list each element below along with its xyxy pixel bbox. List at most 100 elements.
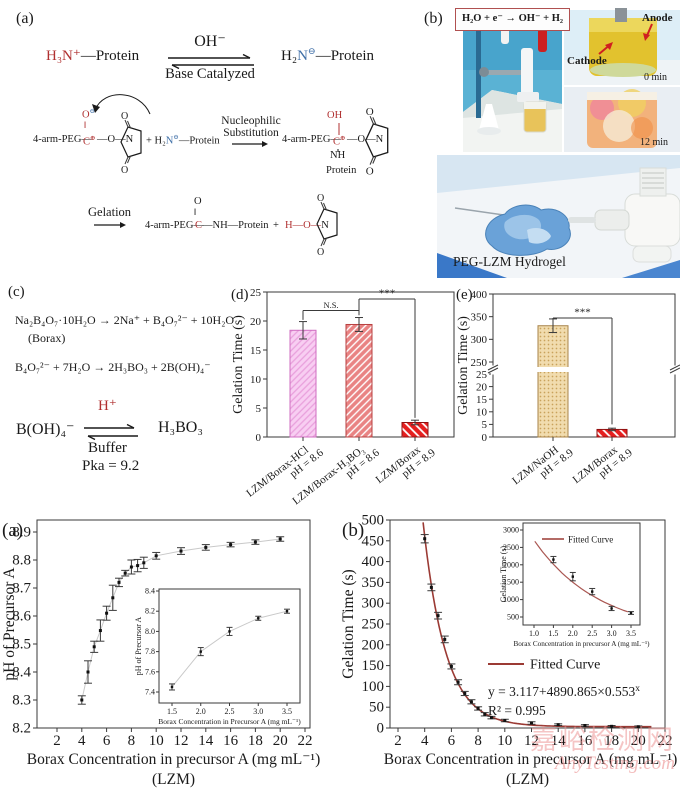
- svg-text:2500: 2500: [503, 543, 519, 552]
- boric-acid: H₃BO₃: [158, 419, 203, 436]
- svg-text:6: 6: [448, 733, 456, 749]
- amine-n: N: [165, 135, 174, 147]
- ammonium-group: H₃N⁺: [46, 48, 81, 64]
- carbonyl-c: C: [195, 220, 203, 231]
- hydrogel-caption: PEG-LZM Hydrogel: [453, 254, 566, 269]
- tetrahedral-intermediate: OH 4-arm-PEG— C⊕ —O—N NH Protein: [282, 110, 412, 180]
- svg-text:300: 300: [362, 596, 385, 612]
- svg-text:8.8: 8.8: [12, 553, 31, 569]
- nhs-n: N: [321, 220, 329, 231]
- svg-text:2.5: 2.5: [225, 707, 235, 716]
- svg-text:2.5: 2.5: [587, 629, 597, 638]
- plus-sign: +: [273, 220, 279, 231]
- svg-text:(a): (a): [2, 520, 23, 541]
- peg-label: 4-arm-PEG—: [145, 220, 204, 231]
- svg-text:22: 22: [658, 733, 673, 749]
- nhs-o-link: —O—: [292, 220, 322, 231]
- panel-d-bar-chart: 0 5 10 15 20 25 Gelation Time (s) N.S. *** LZM/Bo…: [231, 287, 455, 508]
- anode-label: Anode: [642, 12, 673, 24]
- hydroxyl-label: OH: [327, 110, 343, 121]
- protein-bond: —Protein: [315, 48, 375, 64]
- svg-text:pH of Precursor A: pH of Precursor A: [134, 617, 143, 676]
- svg-text:3.5: 3.5: [626, 629, 636, 638]
- electrolysis-equation: H₂O + e⁻ → OH⁻ + H₂: [455, 8, 570, 31]
- svg-text:(e): (e): [456, 287, 473, 303]
- hydroxide-label: OH⁻: [194, 33, 226, 50]
- svg-text:3.5: 3.5: [282, 707, 292, 716]
- svg-text:10: 10: [476, 407, 488, 419]
- svg-text:Fitted Curve: Fitted Curve: [530, 658, 600, 673]
- svg-text:10: 10: [250, 374, 262, 386]
- peg-label: 4-arm-PEG—: [282, 134, 341, 145]
- panel-b-label: (b): [424, 10, 443, 27]
- double-bond: ‖: [194, 207, 197, 217]
- svg-text:100: 100: [362, 679, 385, 695]
- svg-text:O: O: [121, 111, 128, 122]
- hydrogel-photo: PEG-LZM Hydrogel: [437, 155, 680, 278]
- amine-h2: H₂: [154, 135, 166, 147]
- vial-0min-photo: Cathode Anode 0 min: [564, 8, 680, 85]
- plus-amine: + H₂N⊖—Protein: [146, 133, 220, 147]
- hydrolysis-eq: B₄O₇²⁻ + 7H₂O → 2H₃BO₃ + 2B(OH)₄⁻: [15, 360, 211, 374]
- svg-text:10: 10: [149, 733, 164, 749]
- substitution-label: Substitution: [223, 127, 279, 139]
- svg-text:14: 14: [551, 733, 567, 749]
- svg-text:R² = 0.995: R² = 0.995: [488, 703, 546, 718]
- svg-text:0: 0: [377, 721, 385, 737]
- svg-text:2: 2: [53, 733, 61, 749]
- amine-protein: H₂N⊖—Protein: [281, 46, 374, 65]
- svg-text:(d): (d): [231, 287, 249, 303]
- svg-text:8.2: 8.2: [145, 607, 155, 616]
- svg-text:***: ***: [574, 307, 591, 319]
- svg-text:0: 0: [256, 432, 262, 444]
- proton-label: H⁺: [98, 398, 117, 414]
- borax-dissolution-eq: Na₂B₄O₇·10H₂O → 2Na⁺ + B₄O₇²⁻ + 10H₂O: [15, 313, 235, 327]
- amine-h2: H₂: [281, 48, 298, 64]
- protein-bond: —Protein: [178, 135, 220, 147]
- svg-text:Gelation Time (s): Gelation Time (s): [499, 545, 508, 602]
- nucleophilic-label: Nucleophilic: [221, 115, 281, 127]
- amine-n: N: [297, 48, 308, 64]
- svg-text:2: 2: [394, 733, 402, 749]
- svg-text:1000: 1000: [503, 595, 519, 604]
- svg-text:8.5: 8.5: [12, 637, 31, 653]
- succinimide-ring: OO: [316, 193, 338, 258]
- svg-text:LZM/BoraxpH = 8.9: LZM/BoraxpH = 8.9: [374, 437, 439, 495]
- svg-text:1.5: 1.5: [167, 707, 177, 716]
- svg-text:400: 400: [471, 289, 488, 301]
- photo-montage: Cathode Anode 0 min 12 min: [437, 8, 680, 278]
- svg-text:350: 350: [362, 575, 385, 591]
- svg-text:15: 15: [476, 394, 488, 406]
- svg-text:8: 8: [474, 733, 482, 749]
- nhs-ester-molecule: 4-arm-PEG— O⊖ ‖ C⊕ —O—N: [33, 108, 153, 170]
- svg-text:8.7: 8.7: [12, 581, 31, 597]
- svg-text:1500: 1500: [503, 578, 519, 587]
- carbonyl-o: O: [82, 109, 90, 121]
- svg-text:O: O: [317, 247, 324, 258]
- svg-text:3000: 3000: [503, 526, 519, 535]
- svg-text:3.0: 3.0: [607, 629, 617, 638]
- pka-label: Pka = 9.2: [82, 458, 140, 474]
- svg-text:25: 25: [250, 287, 262, 299]
- svg-text:8.4: 8.4: [145, 587, 155, 596]
- amide-product: O ‖ 4-arm-PEG— C —NH—Protein + H—O—N: [145, 196, 375, 256]
- svg-text:***: ***: [379, 287, 396, 299]
- ammonium-protein: H₃N⁺—Protein: [46, 46, 139, 65]
- svg-text:350: 350: [471, 311, 488, 323]
- svg-text:N.S.: N.S.: [323, 300, 338, 310]
- svg-text:8.6: 8.6: [12, 609, 31, 625]
- svg-text:7.6: 7.6: [145, 667, 155, 676]
- svg-text:LZM/Borax-HClpH = 8.6: LZM/Borax-HClpH = 8.6: [244, 437, 326, 508]
- succinimide-ring: OO: [120, 111, 142, 176]
- svg-text:20: 20: [250, 316, 262, 328]
- plus-sign: +: [146, 135, 152, 147]
- svg-text:0: 0: [482, 432, 488, 444]
- nh-label: NH: [330, 150, 346, 161]
- time-0min-label: 0 min: [644, 72, 667, 83]
- svg-text:(LZM): (LZM): [152, 771, 195, 788]
- nhs-h: H: [285, 220, 293, 231]
- panel-a-label: (a): [16, 10, 34, 27]
- svg-text:Gelation Time (s): Gelation Time (s): [456, 316, 471, 415]
- svg-text:150: 150: [362, 658, 385, 674]
